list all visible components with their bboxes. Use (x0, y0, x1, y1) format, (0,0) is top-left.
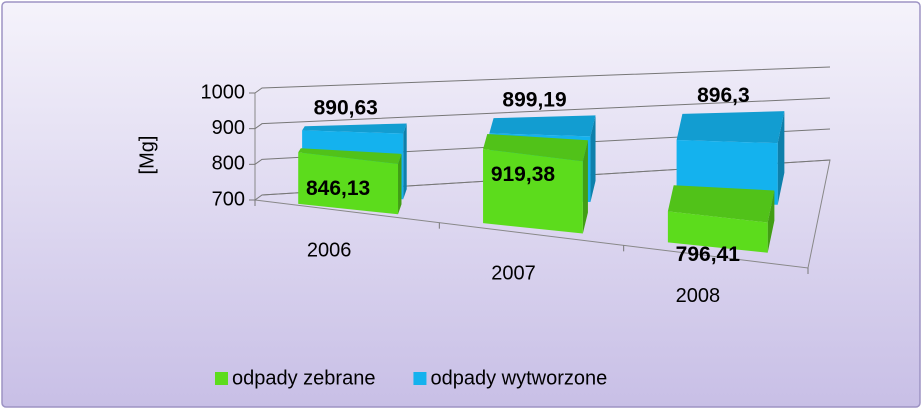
bar-top (489, 115, 596, 137)
bar (483, 133, 588, 234)
bar-top (302, 123, 407, 134)
bar-top (676, 111, 785, 144)
bar-front (298, 152, 399, 215)
bar (667, 185, 775, 253)
value-label: 899,19 (502, 88, 566, 111)
bar-top (298, 148, 402, 164)
bar-side (767, 190, 775, 253)
bar-side (398, 153, 402, 215)
grid-line (254, 97, 831, 130)
x-tick-label: 2007 (491, 262, 536, 284)
value-label: 919,38 (491, 163, 556, 186)
y-tick-label: 800 (212, 153, 245, 175)
y-tick-label: 700 (212, 188, 245, 210)
x-tick-label: 2006 (307, 240, 352, 262)
legend-swatch (413, 372, 427, 385)
bar (298, 148, 402, 215)
bar-front (667, 211, 768, 253)
grid-line (254, 128, 831, 165)
bar-side (777, 111, 785, 205)
value-label: 796,41 (676, 243, 741, 266)
legend-label: odpady zebrane (232, 367, 375, 389)
value-label: 890,63 (314, 96, 378, 119)
legend-swatch (215, 372, 228, 385)
value-label: 896,3 (697, 84, 750, 107)
bar-top (483, 133, 588, 162)
grid-line (254, 66, 831, 94)
legend-label: odpady wytworzone (430, 367, 607, 389)
bar-top (667, 185, 775, 223)
y-tick-label: 900 (212, 117, 245, 139)
x-tick-label: 2008 (676, 285, 721, 307)
y-axis-label: [Mg] (136, 136, 158, 175)
bar-side (582, 140, 588, 234)
bar (676, 111, 785, 205)
y-tick-label: 1000 (201, 81, 246, 103)
bar-side (403, 123, 407, 200)
value-label: 846,13 (306, 177, 370, 200)
grid-line (254, 159, 831, 201)
bar-front (483, 149, 583, 234)
bar-side (590, 115, 596, 202)
